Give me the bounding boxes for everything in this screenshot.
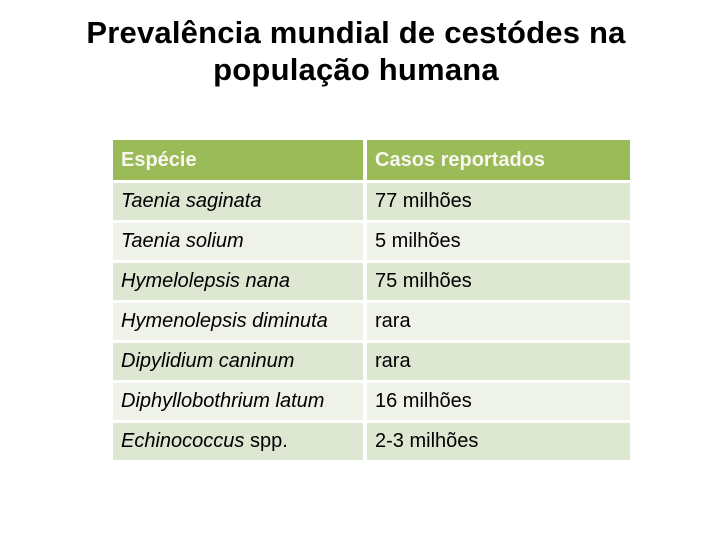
slide-title-line-2: população humana <box>213 52 499 87</box>
species-cell: Echinococcus spp. <box>113 420 363 460</box>
header-cases: Casos reportados <box>363 140 630 180</box>
species-name: Diphyllobothrium latum <box>121 390 325 412</box>
table-row: Hymelolepsis nana 75 milhões <box>113 260 630 300</box>
species-cell: Dipylidium caninum <box>113 340 363 380</box>
species-name: Taenia solium <box>121 230 244 252</box>
table-body: Taenia saginata 77 milhões Taenia solium… <box>113 180 630 460</box>
cases-cell: 2-3 milhões <box>363 420 630 460</box>
cases-cell: rara <box>363 300 630 340</box>
header-species: Espécie <box>113 140 363 180</box>
table-row: Echinococcus spp. 2-3 milhões <box>113 420 630 460</box>
species-cell: Hymenolepsis diminuta <box>113 300 363 340</box>
species-cell: Taenia solium <box>113 220 363 260</box>
slide-title: Prevalência mundial de cestódes na popul… <box>0 14 712 88</box>
cases-cell: rara <box>363 340 630 380</box>
table-row: Taenia saginata 77 milhões <box>113 180 630 220</box>
species-suffix: spp. <box>244 430 288 452</box>
species-cell: Hymelolepsis nana <box>113 260 363 300</box>
header-row: Espécie Casos reportados <box>113 140 630 180</box>
species-name: Dipylidium caninum <box>121 350 295 372</box>
species-name: Taenia saginata <box>121 190 262 212</box>
table-row: Dipylidium caninum rara <box>113 340 630 380</box>
table-row: Diphyllobothrium latum 16 milhões <box>113 380 630 420</box>
cases-cell: 75 milhões <box>363 260 630 300</box>
species-name: Hymelolepsis nana <box>121 270 290 292</box>
species-name: Hymenolepsis diminuta <box>121 310 328 332</box>
cases-cell: 77 milhões <box>363 180 630 220</box>
table-row: Hymenolepsis diminuta rara <box>113 300 630 340</box>
table-header: Espécie Casos reportados <box>113 140 630 180</box>
slide-title-line-1: Prevalência mundial de cestódes na <box>86 15 626 50</box>
species-cell: Diphyllobothrium latum <box>113 380 363 420</box>
prevalence-table: Espécie Casos reportados Taenia saginata… <box>113 140 630 460</box>
species-name: Echinococcus <box>121 430 245 452</box>
cases-cell: 16 milhões <box>363 380 630 420</box>
species-cell: Taenia saginata <box>113 180 363 220</box>
cases-cell: 5 milhões <box>363 220 630 260</box>
table-row: Taenia solium 5 milhões <box>113 220 630 260</box>
